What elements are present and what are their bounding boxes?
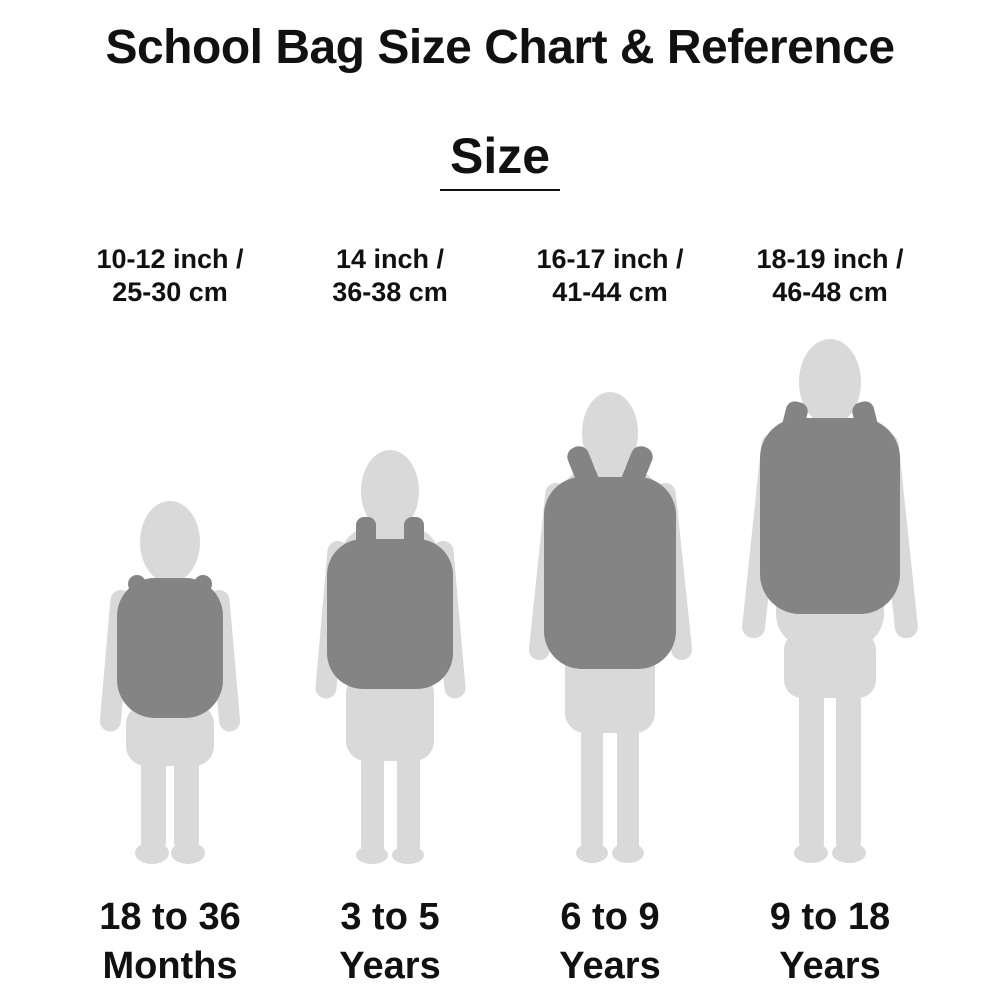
toddler-with-backpack-silhouette [99,501,241,864]
bag-size-label: 16-17 inch / 41-44 cm [536,243,683,310]
bag-size-label: 18-19 inch / 46-48 cm [756,243,903,310]
age-range-label: 3 to 5 Years [339,893,440,991]
age-range-label: 18 to 36 Months [99,893,241,991]
bag-size-inches: 18-19 inch / [756,244,904,274]
backpack-icon [117,575,223,718]
size-column-6-9-years: 16-17 inch / 41-44 cm [500,243,720,991]
age-range-label: 9 to 18 Years [770,893,890,991]
age-range-line2: Years [339,945,441,987]
size-column-18-36-months: 10-12 inch / 25-30 cm [60,243,280,991]
age-range-line1: 3 to 5 [340,896,440,938]
child-with-backpack-silhouette [528,392,692,863]
bag-size-cm: 46-48 cm [772,277,888,307]
bag-size-inches: 16-17 inch / [536,244,684,274]
age-range-line1: 6 to 9 [560,896,660,938]
section-heading-text: Size [439,130,561,191]
age-range-line2: Years [779,945,881,987]
size-column-9-18-years: 18-19 inch / 46-48 cm [720,243,940,991]
figure-area [735,310,925,865]
bag-size-cm: 41-44 cm [552,277,668,307]
bag-size-inches: 10-12 inch / [96,244,244,274]
figure-area [523,310,698,865]
backpack-icon [543,446,676,669]
backpack-icon [760,401,900,614]
age-range-line1: 9 to 18 [769,896,891,938]
section-heading: Size [0,130,1000,191]
young-child-with-backpack-silhouette [314,450,466,864]
page-title: School Bag Size Chart & Reference [105,21,895,74]
teen-with-backpack-silhouette [742,339,918,863]
size-columns: 10-12 inch / 25-30 cm [60,243,940,991]
bag-size-label: 10-12 inch / 25-30 cm [96,243,243,310]
figure-area [95,310,245,865]
age-range-label: 6 to 9 Years [559,893,660,991]
bag-size-inches: 14 inch / [335,244,445,274]
age-range-line1: 18 to 36 [99,896,241,938]
backpack-icon [326,517,453,689]
age-range-line2: Years [559,945,661,987]
size-column-3-5-years: 14 inch / 36-38 cm [280,243,500,991]
figure-area [308,310,473,865]
bag-size-label: 14 inch / 36-38 cm [332,243,448,310]
bag-size-cm: 36-38 cm [332,277,448,307]
age-range-line2: Months [102,945,238,987]
bag-size-cm: 25-30 cm [112,277,228,307]
